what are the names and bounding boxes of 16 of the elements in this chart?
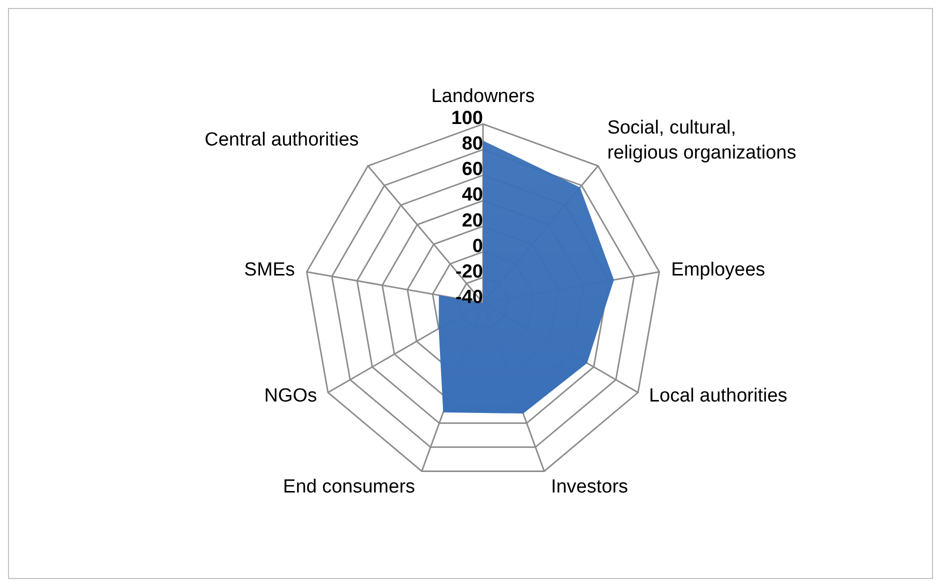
spoke-label: Employees — [671, 260, 766, 281]
spoke-label: Landowners — [431, 86, 535, 107]
y-tick-label: 0 — [472, 236, 483, 257]
y-tick-label: 60 — [462, 159, 483, 180]
spoke-label: Central authorities — [204, 130, 359, 151]
y-tick-label: -20 — [456, 261, 483, 282]
spoke-label: End consumers — [283, 476, 416, 498]
y-tick-label: 100 — [451, 108, 483, 129]
spoke-label: Local authorities — [648, 386, 788, 406]
spoke-label: NGOs — [264, 386, 318, 406]
spoke-label: Social, cultural, religious organizations — [607, 118, 796, 164]
spoke-label: Investors — [550, 476, 628, 498]
spoke-label: SMEs — [244, 260, 295, 281]
y-tick-label: 40 — [462, 184, 483, 206]
y-tick-label: 20 — [462, 210, 483, 232]
y-tick-label: 80 — [462, 134, 483, 155]
